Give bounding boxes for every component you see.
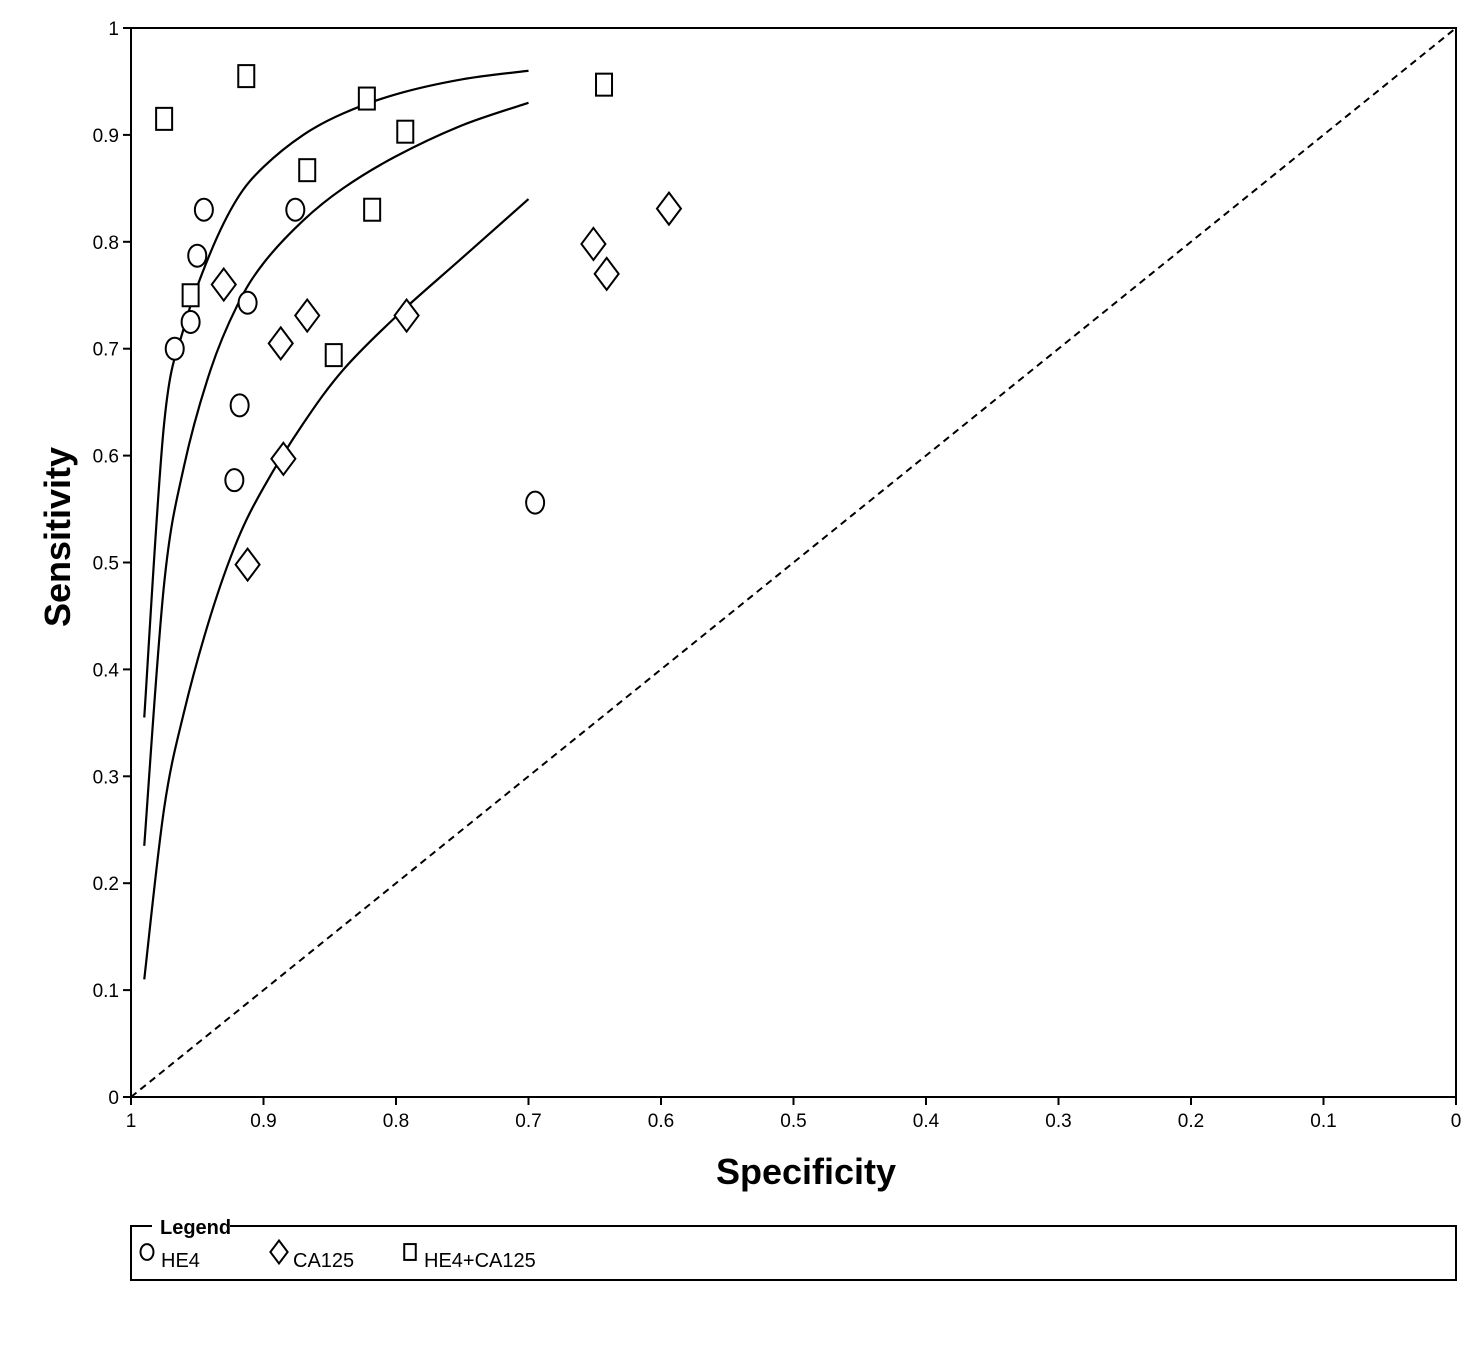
y-tick-label: 0.6 [93,447,119,468]
ca125-point [234,546,261,583]
ca125-point [593,256,620,292]
legend-label-he4-ca125: HE4+CA125 [424,1250,536,1272]
he4-ca125-point [595,72,614,97]
he4-ca125-point [396,119,415,144]
ca125-point [270,441,297,477]
he4-point [164,336,185,361]
legend-entries: HE4 CA125 HE4+CA125 [139,1238,536,1272]
summary-curves [143,69,530,980]
x-tick-label: 0.7 [515,1111,541,1132]
legend-box [130,1225,1457,1281]
x-tick-label: 0.5 [780,1111,806,1132]
legend-label-ca125: CA125 [293,1250,354,1272]
ca125-point [580,226,607,262]
ca125-point [293,297,321,334]
x-tick-label: 0.2 [1178,1111,1204,1132]
y-tick-label: 0.5 [93,554,119,575]
y-axis-title: Sensitivity [37,447,78,627]
y-tick-label: 1 [108,19,119,40]
legend-label-he4: HE4 [161,1250,200,1272]
legend-marker-he4 [139,1243,155,1261]
x-tick-label: 0.8 [383,1111,409,1132]
he4-point [187,243,208,268]
legend-title-bg [152,1214,230,1238]
y-tick-label: 0.7 [93,340,119,361]
y-tick-label: 0.9 [93,126,119,147]
he4-point [224,468,245,493]
x-axis-title: Specificity [716,1151,896,1192]
he4-point [285,197,306,222]
sroc-curve [143,198,530,980]
legend-marker-ca125 [269,1238,289,1266]
y-tick-label: 0.4 [93,660,120,681]
he4-ca125-point [155,106,174,131]
ca125-point [267,325,294,362]
he4-point [525,490,546,515]
ca125-point [655,190,683,227]
y-tick-label: 0.8 [93,233,119,254]
sroc-curve [143,101,529,846]
he4-point [237,290,258,315]
he4-point [193,197,214,222]
plot-area [130,27,1457,1098]
y-tick-label: 0 [108,1088,119,1109]
x-tick-label: 0 [1451,1111,1462,1132]
legend: Legend HE4 CA125 HE4+CA125 [130,1214,1457,1281]
y-tick-label: 0.1 [93,981,119,1002]
x-axis-ticks: 1 0.9 0.8 0.7 0.6 0.5 0.4 0.3 0.2 0.1 0 [126,1097,1462,1132]
he4-ca125-point [298,158,317,183]
he4-point [180,309,201,334]
y-tick-label: 0.2 [93,874,119,895]
he4-ca125-point [324,343,343,368]
data-points [155,64,683,583]
he4-ca125-point [181,283,200,308]
x-tick-label: 0.9 [250,1111,276,1132]
x-tick-label: 1 [126,1111,137,1132]
he4-ca125-point [357,86,376,111]
he4-ca125-point [363,197,382,222]
x-tick-label: 0.3 [1045,1111,1071,1132]
x-tick-label: 0.4 [913,1111,940,1132]
y-tick-label: 0.3 [93,767,119,788]
ca125-point [393,297,420,334]
x-tick-label: 0.1 [1310,1111,1336,1132]
sroc-curve [143,69,529,718]
he4-ca125-point [237,64,256,89]
legend-title: Legend [160,1217,231,1239]
legend-marker-he4-ca125 [403,1243,417,1261]
x-tick-label: 0.6 [648,1111,674,1132]
y-axis-ticks: 0 0.1 0.2 0.3 0.4 0.5 0.6 0.7 0.8 0.9 1 [93,19,131,1109]
he4-point [229,393,250,418]
ca125-point [210,266,237,303]
diagonal-reference-line [130,27,1457,1098]
